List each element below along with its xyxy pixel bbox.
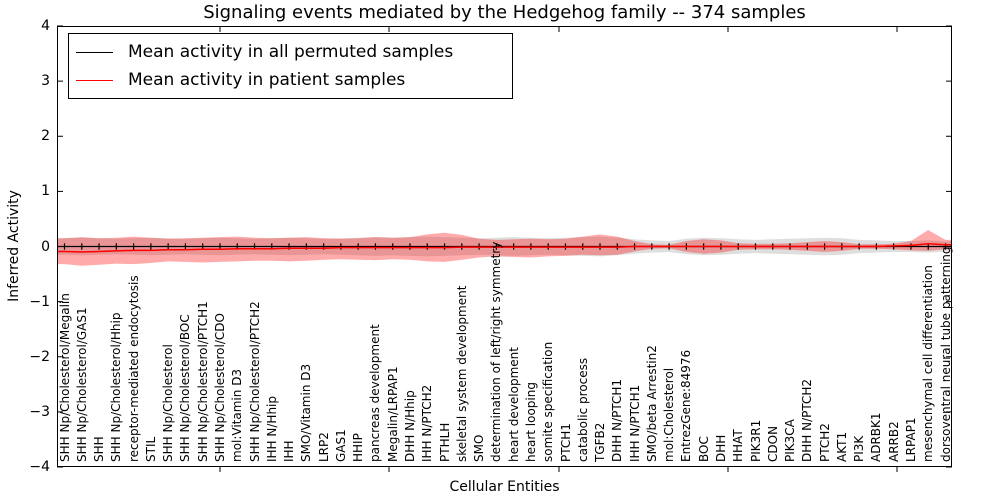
x-tick-label: HHIP bbox=[351, 433, 366, 462]
y-tick-label: −2 bbox=[29, 348, 50, 365]
legend-red-line-icon bbox=[76, 79, 113, 81]
x-tick-label: SHH Np/Cholesterol/Hhip bbox=[109, 312, 124, 462]
y-tick-label: −1 bbox=[29, 293, 50, 310]
legend-item-patient: Mean activity in patient samples bbox=[69, 66, 512, 94]
x-tick-label: SMO bbox=[472, 434, 487, 462]
x-tick-label: heart development bbox=[506, 347, 521, 462]
x-tick-label: mol:Vitamin D3 bbox=[230, 368, 245, 462]
x-tick-label: LRP2 bbox=[316, 432, 331, 462]
x-tick-label: DHH N/PTCH1 bbox=[610, 378, 625, 462]
x-tick-label: SMO/beta Arrestin2 bbox=[644, 345, 659, 462]
legend: Mean activity in all permuted samples Me… bbox=[68, 33, 513, 99]
patient-samples-range-band bbox=[57, 230, 952, 266]
legend-black-line-icon bbox=[76, 51, 113, 53]
x-tick-label: SMO/Vitamin D3 bbox=[299, 363, 314, 462]
x-tick-label: dorsoventral neural tube patterning bbox=[938, 246, 953, 462]
x-tick-label: IHH N/PTCH2 bbox=[420, 384, 435, 462]
x-tick-label: BOC bbox=[696, 436, 711, 462]
x-tick-label: GAS1 bbox=[333, 429, 348, 462]
x-tick-label: determination of left/right symmetry bbox=[489, 241, 504, 462]
x-tick-label: IHH N/PTCH1 bbox=[627, 384, 642, 462]
x-tick-label: AKT1 bbox=[834, 431, 849, 462]
x-tick-label: PTCH2 bbox=[817, 423, 832, 462]
x-tick-label: PTCH1 bbox=[558, 423, 573, 462]
x-tick-label: CDON bbox=[765, 425, 780, 462]
x-tick-label: Megalin/LRPAP1 bbox=[385, 366, 400, 462]
x-tick-label: SHH Np/Cholesterol/Megalin bbox=[57, 293, 72, 462]
x-tick-label: TGFB2 bbox=[593, 422, 607, 462]
x-tick-label: PIK3R1 bbox=[748, 419, 763, 462]
y-tick-label: 1 bbox=[41, 183, 50, 200]
x-tick-label: DHH N/Hhip bbox=[403, 390, 417, 462]
x-tick-label: ADRBK1 bbox=[869, 412, 884, 462]
x-tick-label: IHH N/Hhip bbox=[264, 396, 279, 462]
patient-mean-line bbox=[57, 242, 952, 253]
x-axis-label: Cellular Entities bbox=[449, 479, 560, 495]
x-tick-label: ARRB2 bbox=[886, 421, 901, 462]
x-tick-label: EntrezGene:84976 bbox=[679, 349, 694, 462]
x-tick-label: IHH bbox=[282, 440, 297, 462]
x-tick-label: PTHLH bbox=[437, 422, 452, 462]
x-tick-label: DHH bbox=[713, 434, 728, 462]
x-tick-label: SHH Np/Cholesterol/CDO bbox=[213, 313, 227, 462]
x-tick-label: mol:Cholesterol bbox=[662, 367, 677, 462]
x-tick-label: SHH Np/Cholesterol/BOC bbox=[178, 314, 193, 462]
chart-title: Signaling events mediated by the Hedgeho… bbox=[203, 2, 806, 23]
x-tick-label: SHH Np/Cholesterol bbox=[161, 344, 176, 462]
x-tick-label: SHH bbox=[92, 436, 106, 462]
legend-label-patient: Mean activity in patient samples bbox=[128, 70, 406, 90]
legend-label-permuted: Mean activity in all permuted samples bbox=[128, 42, 454, 62]
x-tick-label: SHH Np/Cholesterol/PTCH2 bbox=[247, 301, 262, 462]
x-tick-label: heart looping bbox=[523, 382, 538, 462]
y-tick-label: 2 bbox=[41, 128, 50, 145]
y-tick-label: −4 bbox=[29, 459, 50, 475]
x-tick-label: catabolic process bbox=[575, 357, 590, 462]
x-tick-label: HHAT bbox=[731, 429, 746, 462]
x-tick-label: SHH Np/Cholesterol/GAS1 bbox=[74, 307, 89, 462]
y-tick-label: 3 bbox=[41, 73, 50, 90]
x-tick-label: pancreas development bbox=[368, 324, 383, 462]
x-tick-label: PI3K bbox=[852, 435, 867, 462]
x-tick-label: skeletal system development bbox=[454, 285, 469, 462]
x-tick-label: DHH N/PTCH2 bbox=[800, 378, 815, 462]
x-tick-label: PIK3CA bbox=[783, 419, 797, 462]
x-tick-label: mesenchymal cell differentiation bbox=[921, 265, 936, 462]
y-tick-label: −3 bbox=[29, 403, 50, 420]
x-tick-label: LRPAP1 bbox=[904, 417, 918, 462]
x-tick-label: STIL bbox=[143, 436, 158, 462]
x-tick-label: SHH Np/Cholesterol/PTCH1 bbox=[195, 301, 210, 462]
x-tick-label: somite specification bbox=[541, 341, 556, 462]
x-tick-label: receptor-mediated endocytosis bbox=[126, 275, 141, 462]
y-tick-label: 4 bbox=[41, 18, 50, 34]
y-tick-label: 0 bbox=[41, 238, 50, 255]
legend-item-permuted: Mean activity in all permuted samples bbox=[69, 38, 512, 66]
